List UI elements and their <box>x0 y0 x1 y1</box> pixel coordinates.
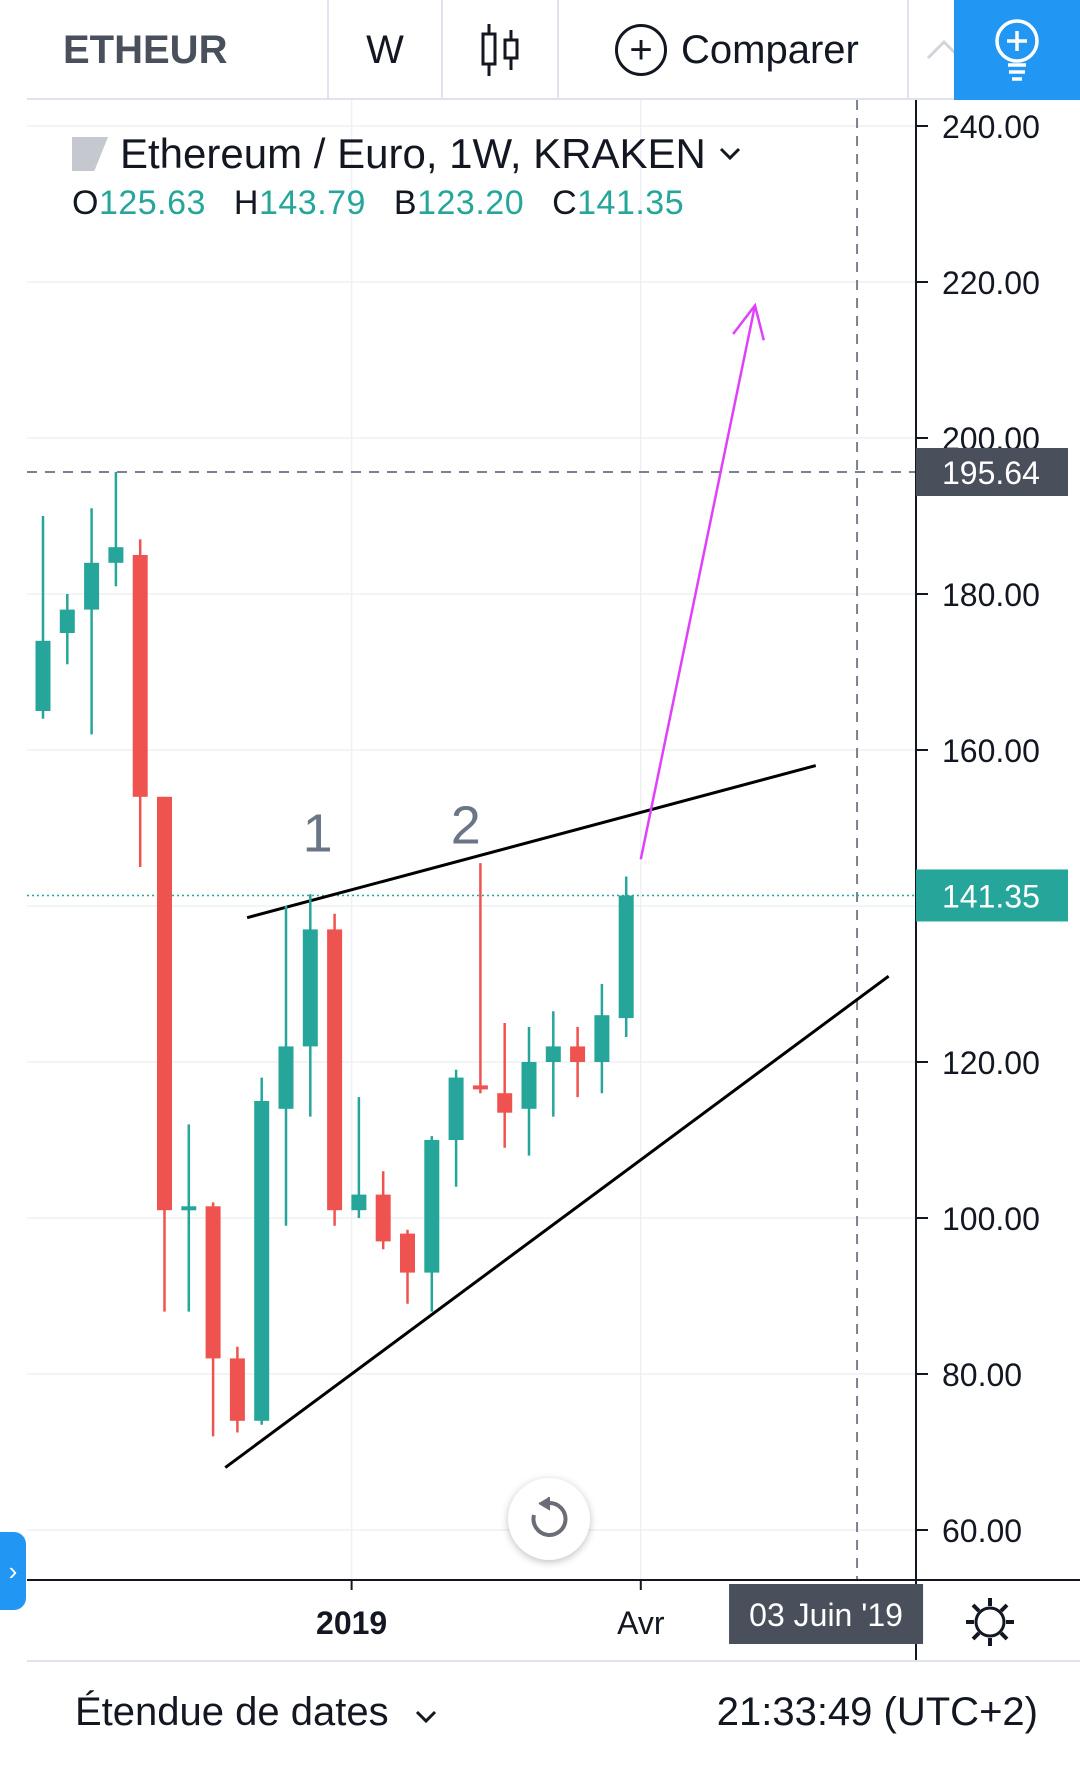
y-axis-label: 80.00 <box>942 1357 1022 1393</box>
candle-body <box>375 1194 391 1242</box>
candles-icon <box>481 24 519 76</box>
candle-body <box>108 547 124 563</box>
lower-trendline <box>224 974 890 1469</box>
x-axis-label: Avr <box>617 1605 665 1641</box>
date-range-button[interactable]: Étendue de dates <box>75 1690 438 1735</box>
timezone-clock[interactable]: 21:33:49 (UTC+2) <box>716 1690 1038 1734</box>
upper-trendline <box>246 764 817 920</box>
legend-title: Ethereum / Euro, 1W, KRAKEN <box>120 130 706 177</box>
wave-label: 2 <box>451 796 481 856</box>
wave-label: 1 <box>303 803 333 863</box>
candle-body <box>570 1046 586 1062</box>
last-price-label: 141.35 <box>942 878 1040 914</box>
compare-button[interactable]: + Comparer <box>559 0 907 100</box>
crosshair-price-label: 195.64 <box>942 455 1040 491</box>
y-axis-label: 160.00 <box>942 733 1040 769</box>
symbol-button[interactable]: ETHEUR <box>63 27 228 72</box>
plus-circle-icon: + <box>615 24 667 76</box>
chevron-down-icon <box>719 147 740 161</box>
expand-panel-tab[interactable]: › <box>0 1532 26 1610</box>
candle-body <box>594 1015 610 1062</box>
toolbar-divider <box>327 0 329 100</box>
candle-body <box>351 1194 367 1211</box>
candle-body <box>278 1046 294 1109</box>
toolbar-divider <box>441 0 443 100</box>
crosshair-price-badge <box>916 448 1068 497</box>
candle-body <box>302 929 318 1047</box>
high-value: 143.79 <box>258 184 366 222</box>
candle-body <box>254 1101 270 1421</box>
reset-icon <box>531 1497 568 1537</box>
candle-body <box>545 1046 561 1062</box>
y-axis-label: 240.00 <box>942 109 1040 145</box>
chart-settings-button[interactable] <box>960 1592 1020 1652</box>
open-value: 125.63 <box>98 184 206 222</box>
flag-icon <box>72 137 108 171</box>
toolbar-divider <box>907 0 909 100</box>
date-range-label: Étendue de dates <box>75 1690 389 1734</box>
crosshair-date-label: 03 Juin '19 <box>749 1597 903 1633</box>
top-toolbar: ETHEUR W + Comparer <box>27 0 1080 100</box>
candle-body <box>521 1062 537 1109</box>
last-price-badge <box>916 869 1068 922</box>
gear-icon <box>966 1598 1014 1646</box>
candle-body <box>35 640 51 711</box>
lightbulb-plus-icon <box>995 19 1039 81</box>
candle-body <box>327 929 343 1211</box>
y-axis-label: 220.00 <box>942 265 1040 301</box>
candle-body <box>181 1206 197 1211</box>
y-axis-label: 60.00 <box>942 1513 1022 1549</box>
candle-body <box>424 1140 440 1273</box>
symbol-legend[interactable]: Ethereum / Euro, 1W, KRAKEN <box>72 130 742 178</box>
interval-button[interactable]: W <box>366 27 404 72</box>
candle-body <box>132 555 148 797</box>
chevron-down-icon <box>415 1710 436 1724</box>
toolbar-divider <box>557 0 559 100</box>
reset-chart-button[interactable] <box>508 1478 590 1560</box>
chevron-right-icon: › <box>8 1555 18 1586</box>
projection-arrow <box>639 305 757 860</box>
close-value: 141.35 <box>577 184 685 222</box>
y-axis-label: 180.00 <box>942 577 1040 613</box>
candle-body <box>448 1077 464 1140</box>
y-axis-label: 120.00 <box>942 1045 1040 1081</box>
candle-body <box>618 895 634 1019</box>
high-key: H <box>233 184 259 222</box>
candle-body <box>497 1093 513 1113</box>
crosshair-date-badge <box>729 1584 924 1644</box>
candle-body <box>157 796 172 1211</box>
open-key: O <box>72 184 99 222</box>
candle-body <box>229 1358 245 1421</box>
y-axis-label: 100.00 <box>942 1201 1040 1237</box>
close-key: C <box>552 184 578 222</box>
chart-legend: Ethereum / Euro, 1W, KRAKEN O125.63 H143… <box>72 130 742 223</box>
low-key: B <box>393 184 418 222</box>
arrow-head <box>732 302 765 341</box>
chart-type-button[interactable] <box>443 0 557 100</box>
candle-body <box>59 609 75 633</box>
x-axis-label: 2019 <box>316 1605 387 1641</box>
compare-label: Comparer <box>681 27 859 72</box>
candle-body <box>472 1085 488 1090</box>
candle-body <box>205 1206 221 1359</box>
bottom-bar: Étendue de dates 21:33:49 (UTC+2) <box>27 1660 1080 1779</box>
candle-body <box>84 562 100 610</box>
low-value: 123.20 <box>417 184 525 222</box>
candle-body <box>400 1233 415 1273</box>
ohlc-values: O125.63 H143.79 B123.20 C141.35 <box>72 184 742 223</box>
publish-idea-button[interactable] <box>954 0 1080 100</box>
